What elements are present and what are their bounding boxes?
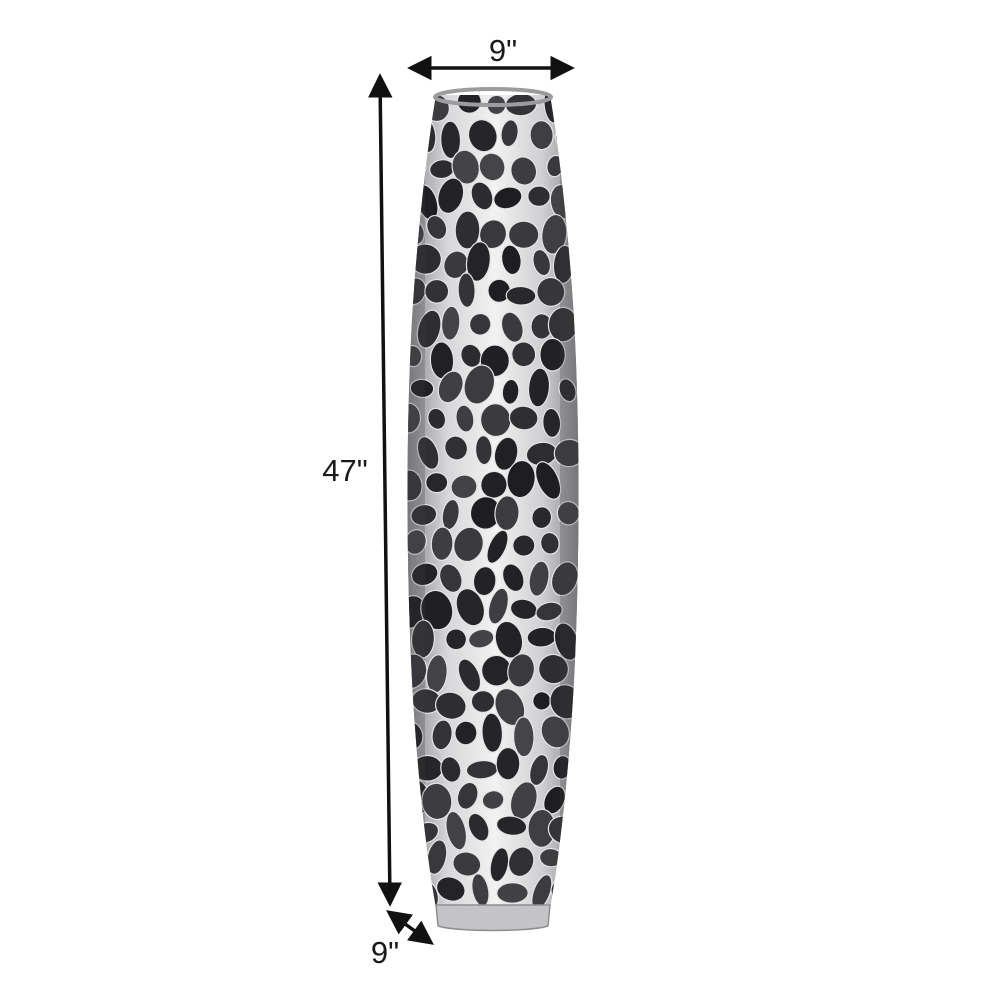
height-label: 47" [322,453,368,488]
vase-rim [433,87,553,107]
width-label: 9" [488,33,518,68]
vase-base [435,904,551,932]
height-dimension-line [367,73,403,907]
depth-label: 9" [370,935,400,970]
coral-lattice-pattern [407,95,579,918]
vase [407,87,579,932]
depth-dimension-line [386,910,434,945]
